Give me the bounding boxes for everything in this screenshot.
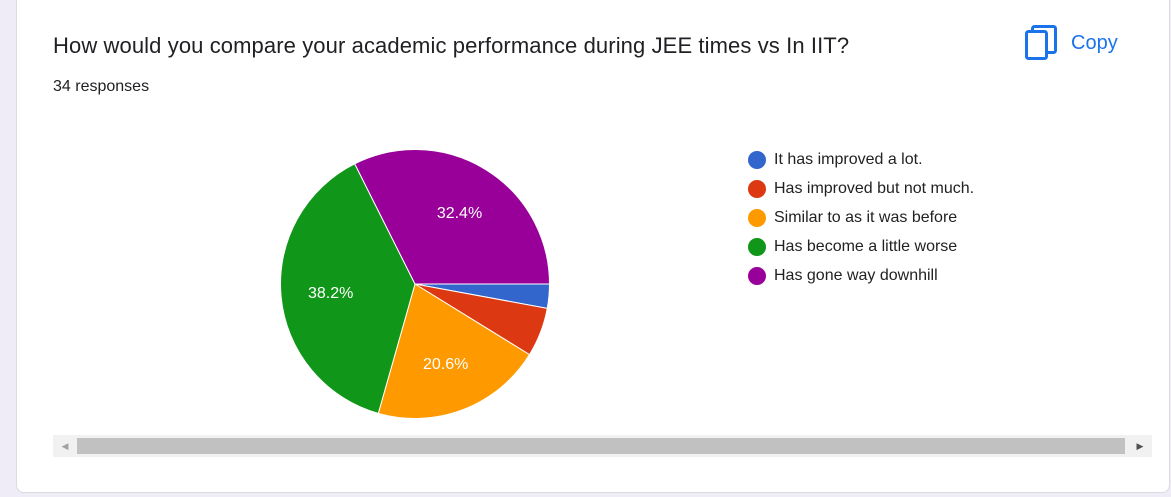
scroll-right-arrow[interactable]: ▶ <box>1136 440 1144 451</box>
pie-chart: 20.6% 38.2% 32.4% <box>280 149 551 419</box>
legend-swatch <box>748 266 766 285</box>
response-count: 34 responses <box>53 78 150 95</box>
pie-slice-4[interactable] <box>280 163 416 415</box>
slice-label-5: 32.4% <box>437 205 482 222</box>
copy-label: Copy <box>1071 31 1118 54</box>
slice-label-4: 38.2% <box>308 285 353 302</box>
scroll-thumb[interactable] <box>77 438 1125 454</box>
legend-label: It has improved a lot. <box>774 151 923 169</box>
question-card: How would you compare your academic perf… <box>16 0 1170 493</box>
pie-slice-5[interactable] <box>354 149 551 285</box>
question-title: How would you compare your academic perf… <box>53 33 850 58</box>
legend-item-5[interactable]: Has gone way downhill <box>748 261 974 290</box>
pie-slice-3[interactable] <box>377 283 531 419</box>
copy-icon <box>1025 25 1057 61</box>
legend-item-1[interactable]: It has improved a lot. <box>748 146 974 175</box>
chart-legend: It has improved a lot. Has improved but n… <box>748 146 974 290</box>
copy-button[interactable]: Copy <box>1025 25 1118 61</box>
legend-label: Has improved but not much. <box>774 180 975 198</box>
legend-swatch <box>748 208 766 227</box>
legend-swatch <box>748 180 766 199</box>
legend-item-2[interactable]: Has improved but not much. <box>748 175 974 204</box>
legend-item-4[interactable]: Has become a little worse <box>748 232 974 261</box>
legend-label: Has become a little worse <box>774 237 958 255</box>
legend-label: Has gone way downhill <box>774 266 938 284</box>
legend-label: Similar to as it was before <box>774 208 958 226</box>
scroll-left-arrow[interactable]: ◀ <box>61 440 69 451</box>
legend-item-3[interactable]: Similar to as it was before <box>748 204 974 233</box>
legend-swatch <box>748 237 766 256</box>
horizontal-scrollbar[interactable]: ◀ ▶ <box>53 435 1152 457</box>
slice-label-3: 20.6% <box>423 356 468 373</box>
legend-swatch <box>748 151 766 170</box>
